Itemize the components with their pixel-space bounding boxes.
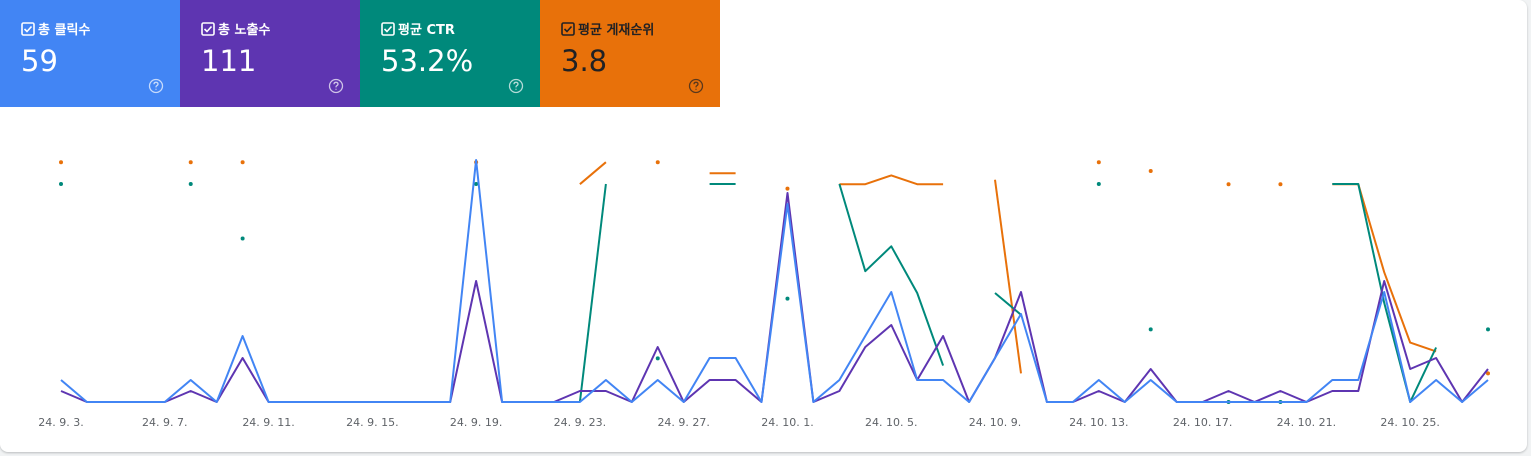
series-line <box>838 183 945 366</box>
checkbox-tick <box>563 25 573 33</box>
x-tick-label: 24. 9. 15. <box>346 416 398 429</box>
checkbox-tick <box>203 25 213 33</box>
data-point <box>655 160 660 165</box>
help-circle <box>688 78 704 94</box>
data-point <box>240 160 245 165</box>
help-circle <box>328 78 344 94</box>
checkbox-box <box>561 22 575 36</box>
metric-card[interactable]: 총 클릭수 59 <box>0 0 180 107</box>
metric-label: 총 클릭수 <box>38 23 91 38</box>
metric-card[interactable]: 평균 CTR 53.2% <box>360 0 540 107</box>
series-line <box>579 161 607 185</box>
series-line <box>1332 183 1437 353</box>
series-line <box>839 174 944 186</box>
data-point <box>1226 182 1231 187</box>
data-point <box>1148 169 1153 173</box>
x-tick-label: 24. 9. 7. <box>142 416 187 429</box>
data-point <box>1486 371 1490 376</box>
checkbox-tick <box>23 25 33 33</box>
data-point <box>1096 181 1101 186</box>
x-tick-label: 24. 10. 17. <box>1173 416 1232 429</box>
help-glyph <box>333 81 339 90</box>
help-icon[interactable] <box>508 78 524 94</box>
help-glyph <box>153 81 159 90</box>
metric-value: 111 <box>201 44 257 78</box>
metric-value: 59 <box>21 44 58 78</box>
series-line <box>578 183 607 403</box>
metric-value: 53.2% <box>381 44 474 78</box>
data-point <box>1278 182 1283 187</box>
help-glyph <box>513 81 519 90</box>
data-point <box>785 186 790 191</box>
help-icon[interactable] <box>148 78 164 94</box>
data-point <box>655 356 660 361</box>
data-point <box>1148 327 1153 332</box>
x-tick-label: 24. 9. 11. <box>242 416 294 429</box>
help-icon[interactable] <box>688 78 704 94</box>
data-point <box>1486 327 1490 332</box>
x-tick-label: 24. 10. 21. <box>1277 416 1336 429</box>
data-point <box>240 236 245 241</box>
metric-label: 평균 게재순위 <box>578 23 655 38</box>
x-tick-label: 24. 9. 23. <box>554 416 606 429</box>
series-line <box>60 159 1489 403</box>
metric-value: 3.8 <box>561 44 608 78</box>
series-line <box>994 179 1022 374</box>
help-glyph <box>693 81 699 90</box>
metric-label: 총 노출수 <box>218 23 271 38</box>
x-tick-label: 24. 10. 25. <box>1380 416 1439 429</box>
x-tick-label: 24. 10. 13. <box>1069 416 1128 429</box>
checkbox-box <box>21 22 35 36</box>
x-tick-label: 24. 9. 19. <box>450 416 502 429</box>
checkbox[interactable] <box>201 22 215 36</box>
x-tick-label: 24. 10. 5. <box>865 416 917 429</box>
x-tick-label: 24. 10. 1. <box>761 416 813 429</box>
data-point <box>188 160 193 165</box>
checkbox[interactable] <box>381 22 395 36</box>
metric-card[interactable]: 평균 게재순위 3.8 <box>540 0 720 107</box>
data-point <box>474 181 479 186</box>
series-line <box>1332 183 1438 403</box>
data-point <box>785 296 790 301</box>
x-tick-label: 24. 10. 9. <box>969 416 1021 429</box>
data-point <box>188 181 193 186</box>
series-line <box>994 292 1022 316</box>
checkbox[interactable] <box>561 22 575 36</box>
help-icon[interactable] <box>328 78 344 94</box>
x-tick-label: 24. 9. 27. <box>657 416 709 429</box>
help-circle <box>508 78 524 94</box>
checkbox-box <box>201 22 215 36</box>
checkbox[interactable] <box>21 22 35 36</box>
help-circle <box>148 78 164 94</box>
x-tick-label: 24. 9. 3. <box>38 416 83 429</box>
checkbox-tick <box>383 25 393 33</box>
metric-card[interactable]: 총 노출수 111 <box>180 0 360 107</box>
metric-label: 평균 CTR <box>398 23 455 38</box>
data-point <box>1096 160 1101 165</box>
data-point <box>59 160 63 165</box>
checkbox-box <box>381 22 395 36</box>
data-point <box>59 181 63 186</box>
